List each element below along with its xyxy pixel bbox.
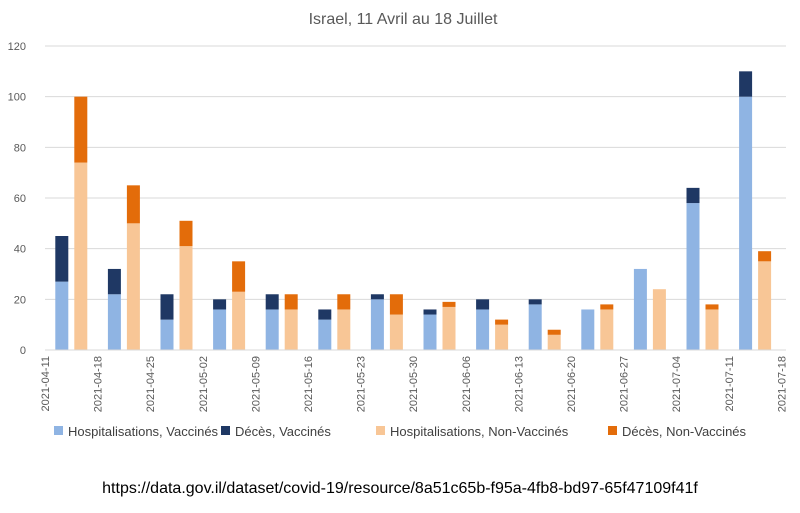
bar-segment [232,261,246,292]
bar-segment [739,71,753,97]
bar-segment [476,299,490,310]
y-tick-label: 120 [8,41,26,53]
legend-label: Hospitalisations, Vaccinés [68,424,219,439]
x-tick-label: 2021-05-09 [250,356,262,412]
x-tick-label: 2021-04-11 [40,356,52,411]
bar-segment [126,223,140,350]
bar-segment [370,294,384,300]
y-axis-ticks: 0 20 40 60 80 100 120 [8,41,26,357]
x-tick-label: 2021-06-06 [461,356,473,412]
bar-segment [213,299,227,310]
bar-segment [370,299,384,350]
x-tick-label: 2021-07-18 [776,356,788,412]
gridlines [45,45,786,300]
bar-segment [758,261,772,350]
bar-segment [423,314,437,350]
legend-swatch [608,426,617,435]
bar-segment [705,304,719,310]
x-tick-label: 2021-04-18 [93,356,105,412]
legend-swatch [221,426,230,435]
bar-segment [160,294,174,320]
bar-segment [581,309,595,350]
bar-segment [686,187,700,204]
y-tick-label: 100 [8,92,26,104]
bar-segment [232,291,246,350]
bar-segment [652,289,666,350]
x-tick-label: 2021-06-13 [513,356,525,412]
bar-segment [213,309,227,350]
y-tick-label: 80 [14,142,26,154]
bar-segment [495,319,509,325]
bar-segment [423,309,437,315]
y-tick-label: 40 [14,244,26,256]
x-tick-label: 2021-06-20 [566,356,578,412]
bar-segment [318,319,332,350]
bar-segment [179,220,193,247]
bar-segment [547,334,561,350]
chart-title: Israel, 11 Avril au 18 Juillet [309,11,498,28]
source-url: https://data.gov.il/dataset/covid-19/res… [102,480,698,497]
x-tick-label: 2021-06-27 [619,356,631,412]
legend-swatch [376,426,385,435]
y-tick-label: 20 [14,294,26,306]
bar-segment [179,246,193,350]
bar-segment [389,314,403,350]
bar-segment [284,309,298,350]
bar-segment [442,301,456,307]
bar-segment [55,281,69,350]
x-tick-label: 2021-04-25 [145,356,157,412]
legend: Hospitalisations, Vaccinés Décès, Vacciné… [54,424,747,439]
x-tick-label: 2021-07-04 [671,356,683,412]
bar-segment [265,294,279,310]
bar-segment [337,309,351,350]
bar-segment [476,309,490,350]
legend-label: Décès, Vaccinés [235,424,331,439]
y-tick-label: 60 [14,193,26,205]
bar-segment [547,329,561,335]
bar-segment [337,294,351,310]
legend-label: Hospitalisations, Non-Vaccinés [390,424,569,439]
bar-segment [74,96,88,163]
bar-segment [528,299,542,305]
bar-segment [126,185,140,224]
bar-segment [74,162,88,350]
bar-segment [758,251,772,262]
bar-segment [318,309,332,320]
legend-label: Décès, Non-Vaccinés [622,424,747,439]
bar-segment [600,304,614,310]
bars [55,71,772,351]
bar-segment [160,319,174,350]
bar-segment [107,294,121,350]
bar-segment [107,268,121,295]
stacked-bar-chart: Israel, 11 Avril au 18 Juillet 0 20 40 60 80… [8,11,789,439]
bar-segment [284,294,298,310]
bar-segment [705,309,719,350]
x-axis-ticks: 2021-04-11 2021-04-18 2021-04-25 2021-05-02… [40,356,788,412]
bar-segment [633,268,647,350]
x-tick-label: 2021-05-30 [408,356,420,412]
bar-segment [739,96,753,351]
x-tick-label: 2021-07-11 [724,356,736,411]
bar-segment [55,236,69,282]
bar-segment [265,309,279,350]
bar-segment [442,306,456,350]
y-tick-label: 0 [20,345,26,357]
x-tick-label: 2021-05-16 [303,356,315,412]
x-tick-label: 2021-05-02 [198,356,210,412]
bar-segment [600,309,614,350]
legend-swatch [54,426,63,435]
x-tick-label: 2021-05-23 [356,356,368,412]
bar-segment [686,203,700,350]
bar-segment [389,294,403,315]
bar-segment [528,304,542,350]
bar-segment [495,324,509,350]
